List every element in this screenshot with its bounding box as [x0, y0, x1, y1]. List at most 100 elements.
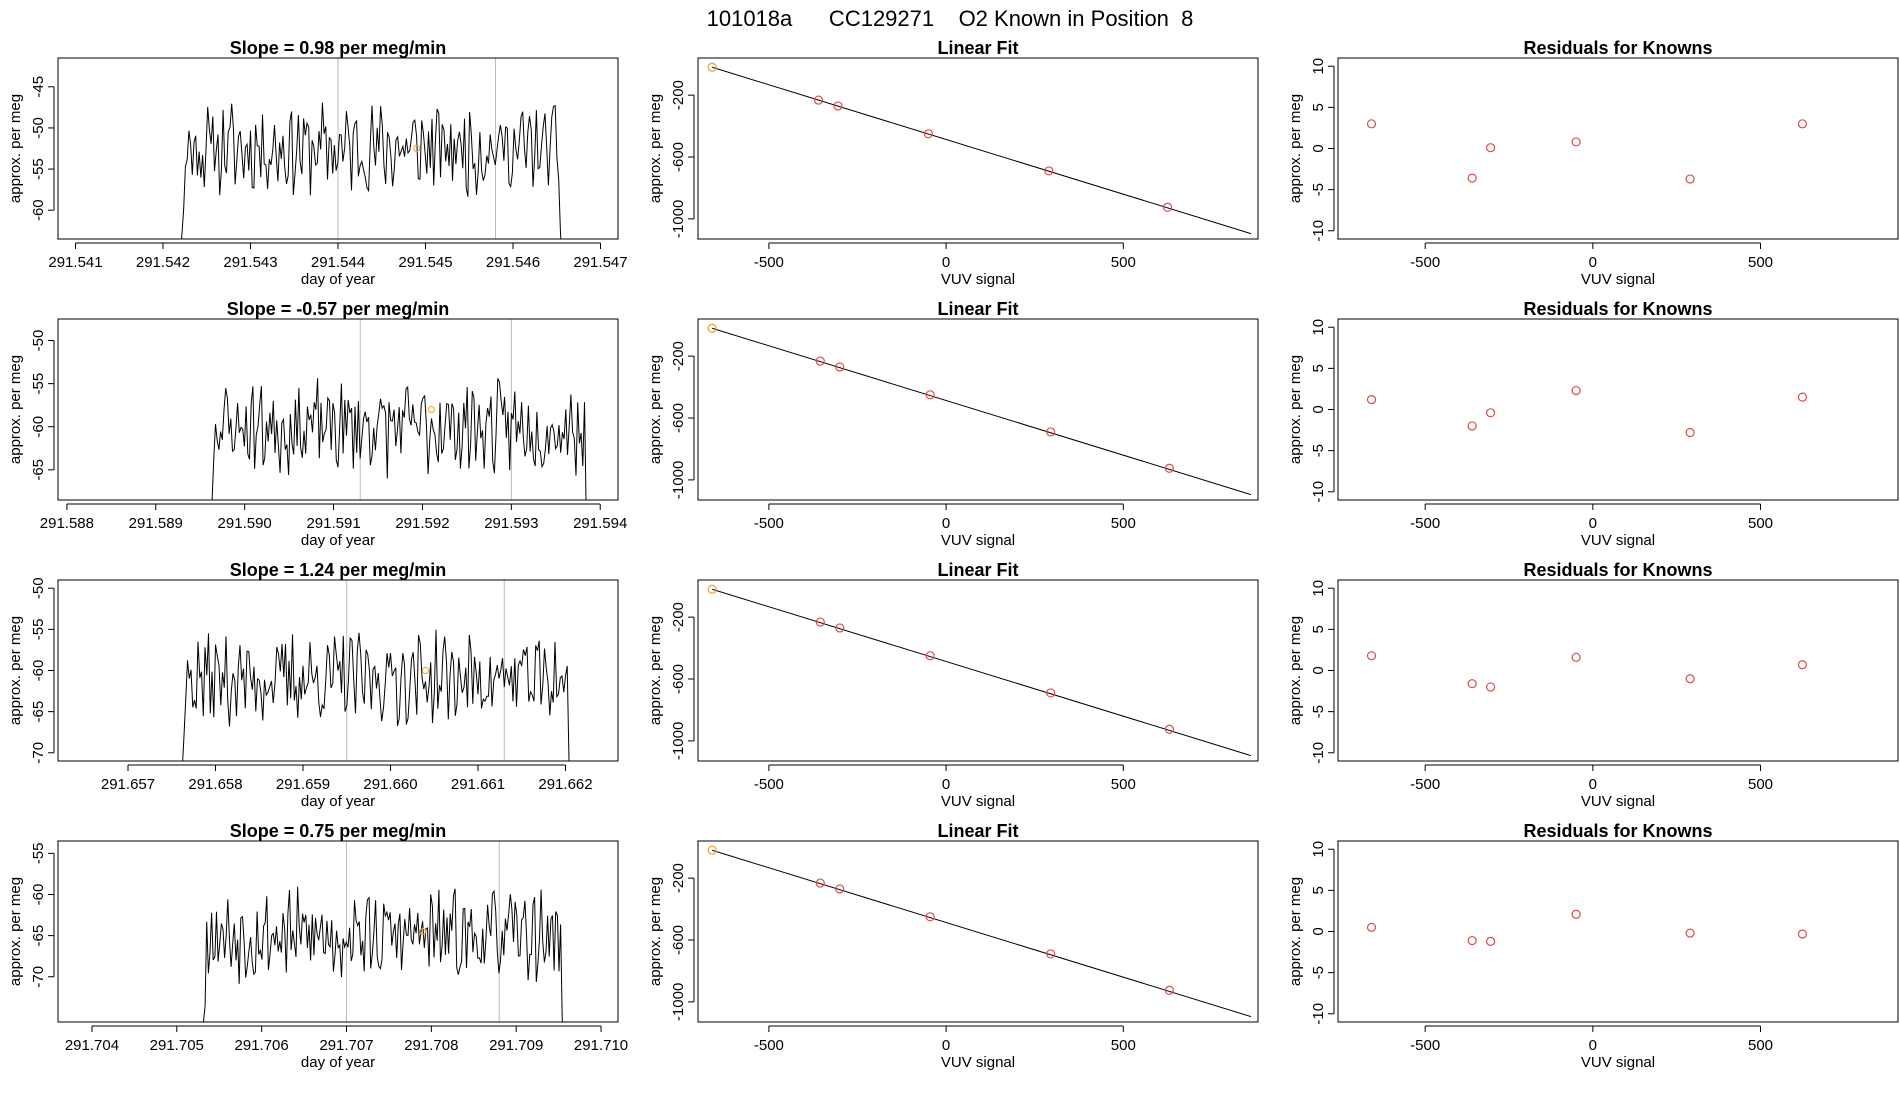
- x-tick-label: 291.706: [235, 1037, 289, 1054]
- y-axis-label: approx. per meg: [1287, 355, 1304, 464]
- y-tick-label: -1000: [670, 200, 687, 238]
- x-tick-label: 500: [1748, 515, 1773, 532]
- panel-title: Slope = 0.75 per meg/min: [230, 821, 447, 841]
- known-point: [1044, 166, 1054, 176]
- x-tick-label: 291.594: [573, 515, 627, 532]
- y-tick-label: 0: [1310, 927, 1327, 935]
- plot-frame: [1337, 579, 1899, 762]
- panel-title: Slope = 0.98 per meg/min: [230, 38, 447, 58]
- y-tick-label: 5: [1310, 103, 1327, 111]
- known-point: [1485, 143, 1496, 153]
- y-tick-label: -55: [30, 619, 47, 641]
- known-point: [835, 884, 845, 894]
- x-axis-label: VUV signal: [1581, 793, 1655, 810]
- y-axis-label: approx. per meg: [647, 877, 664, 986]
- x-tick-label: 0: [942, 515, 950, 532]
- x-tick-label: 291.541: [48, 254, 102, 271]
- x-axis-label: VUV signal: [1581, 1054, 1655, 1071]
- x-tick-label: 0: [1589, 776, 1597, 793]
- x-tick-label: 0: [942, 776, 950, 793]
- highlight-marker: [413, 145, 421, 152]
- x-tick-label: 291.589: [129, 515, 183, 532]
- y-axis-label: approx. per meg: [647, 355, 664, 464]
- trace-line: [181, 102, 562, 239]
- known-point: [1164, 463, 1174, 473]
- known-point: [1366, 395, 1377, 405]
- known-point: [1571, 652, 1581, 662]
- plot-frame: [697, 840, 1259, 1023]
- known-point: [707, 323, 717, 333]
- known-point: [1797, 660, 1808, 670]
- known-point: [1467, 421, 1477, 431]
- fit-line: [712, 588, 1252, 757]
- known-point: [1685, 427, 1695, 438]
- known-point: [815, 617, 825, 627]
- x-axis-label: day of year: [301, 532, 375, 549]
- y-tick-label: 0: [1310, 666, 1327, 674]
- x-tick-label: 291.546: [486, 254, 540, 271]
- known-point: [1164, 724, 1174, 734]
- plot-frame: [697, 579, 1259, 762]
- plot-frame: [697, 318, 1259, 501]
- known-point: [925, 651, 935, 661]
- y-tick-label: -200: [670, 341, 687, 371]
- y-tick-label: -70: [30, 966, 47, 988]
- x-tick-label: 291.658: [188, 776, 242, 793]
- x-tick-label: 291.704: [65, 1037, 119, 1054]
- x-tick-label: 291.544: [311, 254, 365, 271]
- x-tick-label: -500: [754, 254, 784, 271]
- x-tick-label: 291.593: [484, 515, 538, 532]
- known-point: [707, 845, 717, 855]
- x-tick-label: 291.545: [398, 254, 452, 271]
- y-tick-label: -600: [670, 664, 687, 694]
- known-point: [1685, 174, 1695, 184]
- highlight-marker: [422, 667, 429, 674]
- y-tick-label: -200: [670, 863, 687, 893]
- y-axis-label: approx. per meg: [7, 355, 24, 464]
- y-tick-label: -60: [30, 660, 47, 682]
- known-point: [1685, 928, 1695, 938]
- y-tick-label: -50: [30, 577, 47, 599]
- y-tick-label: -1000: [670, 461, 687, 499]
- plot-frame: [697, 57, 1259, 240]
- x-axis-label: day of year: [301, 271, 375, 288]
- fit-line: [712, 327, 1252, 496]
- panel-timeseries-row4: Slope = 0.75 per meg/min 291.704 291.705 29…: [7, 821, 628, 1071]
- panel-residuals-row4: Residuals for Knowns -500 0 500 VUV signal 10…: [1287, 821, 1899, 1071]
- y-tick-label: -10: [1310, 481, 1327, 503]
- known-point: [1797, 392, 1808, 402]
- x-tick-label: 291.657: [101, 776, 155, 793]
- known-point: [1046, 688, 1056, 698]
- x-tick-label: 291.591: [306, 515, 360, 532]
- y-tick-label: -65: [30, 701, 47, 723]
- known-point: [835, 623, 845, 633]
- plot-frame: [57, 318, 619, 501]
- y-tick-label: -70: [30, 742, 47, 764]
- trace-line: [182, 629, 570, 761]
- x-axis-label: VUV signal: [941, 793, 1015, 810]
- known-point: [1366, 922, 1377, 932]
- x-tick-label: 500: [1748, 254, 1773, 271]
- x-tick-label: 291.705: [150, 1037, 204, 1054]
- y-tick-label: -200: [670, 602, 687, 632]
- y-axis-label: approx. per meg: [647, 616, 664, 725]
- y-tick-label: 5: [1310, 886, 1327, 894]
- x-tick-label: 0: [1589, 254, 1597, 271]
- y-tick-label: 0: [1310, 405, 1327, 413]
- panel-title: Linear Fit: [937, 38, 1018, 58]
- x-tick-label: 291.662: [538, 776, 592, 793]
- y-tick-label: -600: [670, 403, 687, 433]
- y-tick-label: -1000: [670, 983, 687, 1021]
- x-axis-label: VUV signal: [941, 271, 1015, 288]
- x-tick-label: 500: [1748, 776, 1773, 793]
- known-point: [1571, 385, 1581, 396]
- known-point: [1467, 679, 1477, 689]
- panel-title: Slope = -0.57 per meg/min: [227, 299, 450, 319]
- plot-frame: [57, 840, 619, 1023]
- plot-data: [707, 323, 1252, 496]
- y-tick-label: -5: [1310, 183, 1327, 196]
- panel-timeseries-row2: Slope = -0.57 per meg/min 291.588 291.589 2…: [7, 299, 627, 549]
- known-point: [1046, 427, 1056, 437]
- plot-data: [182, 629, 570, 761]
- panel-timeseries-row3: Slope = 1.24 per meg/min 291.657 291.658 29…: [7, 560, 619, 810]
